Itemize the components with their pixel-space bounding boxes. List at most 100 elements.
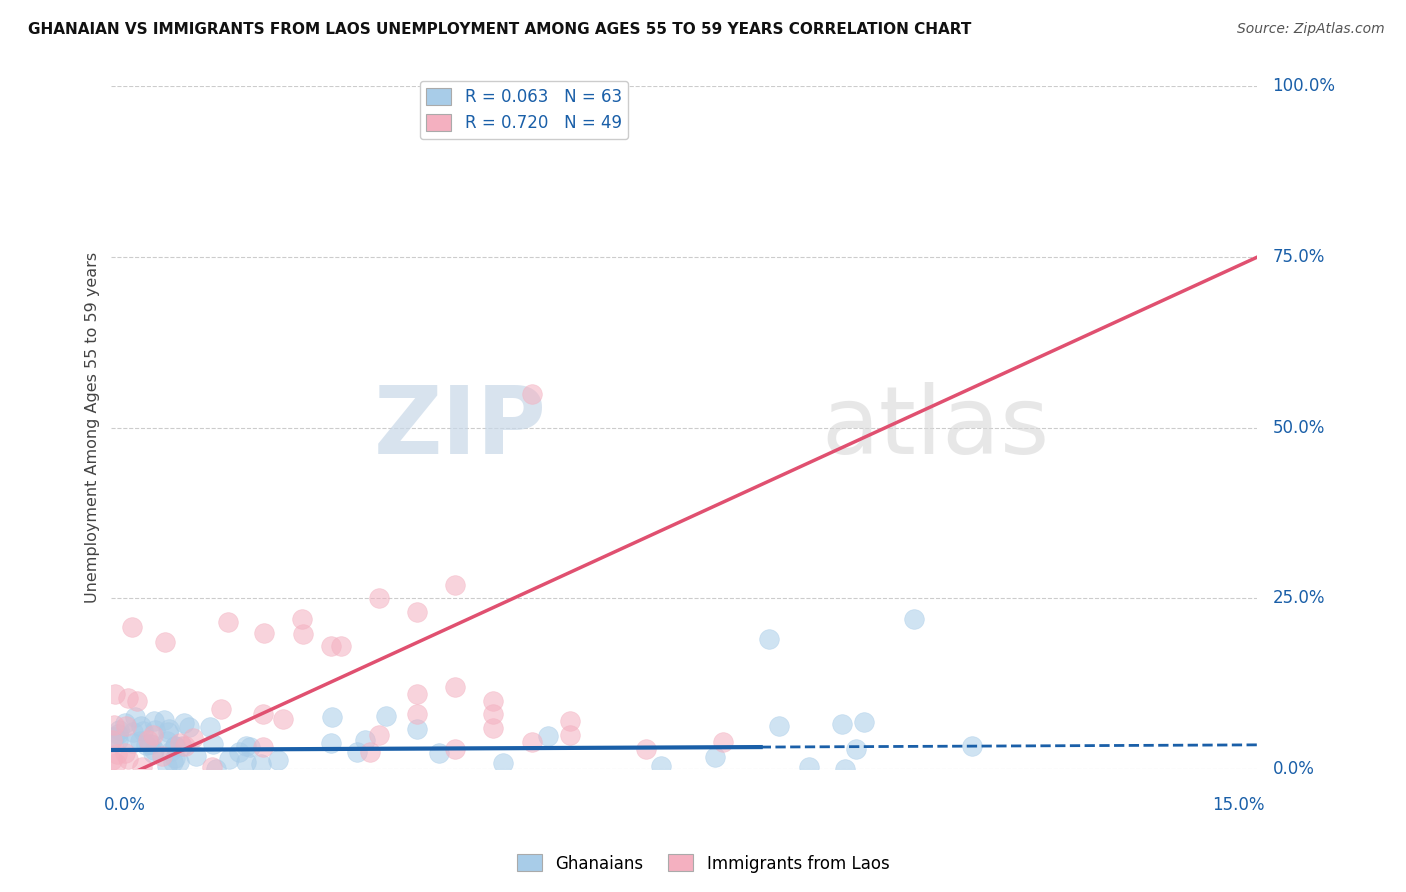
Point xyxy=(845,742,868,756)
Point xyxy=(267,753,290,767)
Point xyxy=(253,625,276,640)
Point xyxy=(650,758,672,772)
Point xyxy=(107,723,129,737)
Point xyxy=(831,716,853,731)
Point xyxy=(155,759,177,773)
Text: atlas: atlas xyxy=(823,382,1050,474)
Point xyxy=(184,749,207,764)
Point xyxy=(163,739,186,754)
Point xyxy=(252,706,274,721)
Point xyxy=(444,578,467,592)
Point xyxy=(321,710,343,724)
Point xyxy=(142,746,165,760)
Point xyxy=(321,736,343,750)
Point xyxy=(218,752,240,766)
Point xyxy=(163,751,186,765)
Point xyxy=(131,724,153,739)
Point xyxy=(152,748,174,763)
Point xyxy=(142,728,165,742)
Point xyxy=(217,615,239,629)
Point xyxy=(346,745,368,759)
Point xyxy=(252,739,274,754)
Point xyxy=(249,757,271,772)
Point xyxy=(107,733,129,747)
Point xyxy=(114,716,136,731)
Point xyxy=(135,738,157,752)
Point xyxy=(235,755,257,769)
Point xyxy=(173,715,195,730)
Point xyxy=(204,762,226,776)
Point xyxy=(157,722,180,736)
Point xyxy=(138,737,160,751)
Point xyxy=(758,632,780,647)
Point xyxy=(169,755,191,769)
Point xyxy=(558,714,581,729)
Point xyxy=(406,722,429,736)
Point xyxy=(406,687,429,701)
Point xyxy=(834,762,856,776)
Point xyxy=(143,743,166,757)
Point xyxy=(103,730,125,744)
Point xyxy=(172,739,194,753)
Point xyxy=(117,690,139,705)
Point xyxy=(131,759,153,773)
Point xyxy=(107,727,129,741)
Point xyxy=(114,747,136,761)
Point xyxy=(367,591,389,606)
Y-axis label: Unemployment Among Ages 55 to 59 years: Unemployment Among Ages 55 to 59 years xyxy=(86,252,100,603)
Point xyxy=(101,732,124,747)
Point xyxy=(482,707,505,722)
Text: 0.0%: 0.0% xyxy=(1272,760,1315,778)
Point xyxy=(321,639,343,653)
Point xyxy=(482,694,505,708)
Point xyxy=(797,760,820,774)
Point xyxy=(160,744,183,758)
Text: 15.0%: 15.0% xyxy=(1212,797,1265,814)
Point xyxy=(962,739,984,753)
Text: 25.0%: 25.0% xyxy=(1272,590,1324,607)
Text: ZIP: ZIP xyxy=(374,382,547,474)
Point xyxy=(444,741,467,756)
Point xyxy=(427,746,450,760)
Point xyxy=(375,709,398,723)
Point xyxy=(558,728,581,742)
Point xyxy=(117,752,139,766)
Point xyxy=(129,718,152,732)
Point xyxy=(121,620,143,634)
Point xyxy=(201,737,224,751)
Point xyxy=(121,735,143,749)
Point xyxy=(153,635,176,649)
Point xyxy=(359,745,381,759)
Point xyxy=(292,627,315,641)
Point xyxy=(520,386,543,401)
Point xyxy=(354,732,377,747)
Point xyxy=(492,756,515,771)
Point xyxy=(704,749,727,764)
Point xyxy=(107,747,129,762)
Point xyxy=(636,741,658,756)
Point xyxy=(103,718,125,732)
Point xyxy=(291,612,314,626)
Point xyxy=(179,720,201,734)
Point xyxy=(406,707,429,722)
Text: 0.0%: 0.0% xyxy=(104,797,146,814)
Point xyxy=(115,719,138,733)
Point xyxy=(209,702,232,716)
Point xyxy=(129,733,152,747)
Point xyxy=(125,694,148,708)
Point xyxy=(329,639,352,653)
Point xyxy=(165,739,187,753)
Point xyxy=(768,719,790,733)
Point xyxy=(711,735,734,749)
Point xyxy=(228,745,250,759)
Point xyxy=(101,753,124,767)
Point xyxy=(145,723,167,738)
Legend: R = 0.063   N = 63, R = 0.720   N = 49: R = 0.063 N = 63, R = 0.720 N = 49 xyxy=(419,81,628,139)
Point xyxy=(156,725,179,739)
Point xyxy=(181,731,204,745)
Point xyxy=(104,756,127,771)
Point xyxy=(235,739,257,754)
Point xyxy=(142,714,165,728)
Point xyxy=(104,688,127,702)
Point xyxy=(444,680,467,694)
